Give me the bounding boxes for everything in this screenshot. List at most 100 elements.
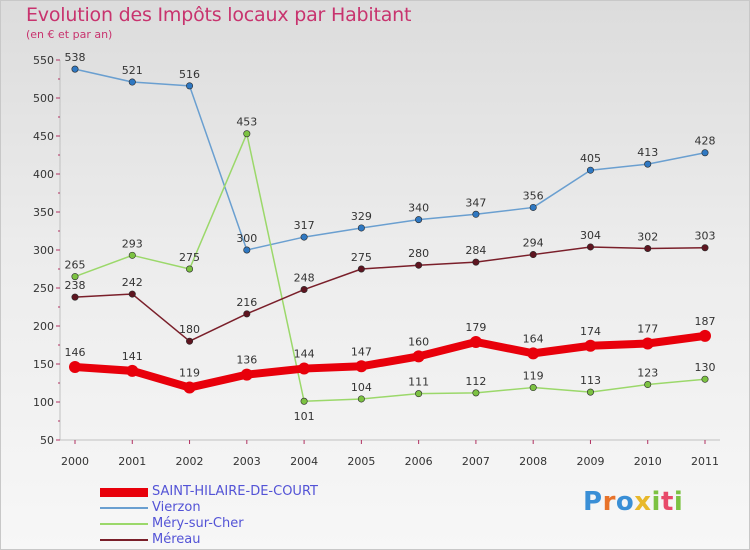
data-label: 516: [179, 68, 200, 81]
data-label: 164: [523, 332, 544, 345]
data-label: 329: [351, 210, 372, 223]
series-line-0: [71, 331, 709, 392]
data-point: [300, 233, 308, 241]
data-label: 123: [637, 367, 658, 380]
data-point: [641, 337, 654, 350]
data-label: 356: [523, 189, 544, 202]
y-tick-label: 250: [33, 282, 54, 295]
y-tick-label: 500: [33, 92, 54, 105]
data-label: 119: [179, 367, 200, 380]
data-label: 242: [122, 276, 143, 289]
x-tick-label: 2002: [176, 455, 204, 468]
data-point: [701, 375, 709, 383]
data-label: 111: [408, 376, 429, 389]
data-point: [415, 261, 423, 269]
data-point: [527, 347, 540, 360]
x-tick-label: 2006: [405, 455, 433, 468]
data-point: [300, 397, 308, 405]
data-label: 248: [294, 272, 315, 285]
data-point: [412, 350, 425, 363]
data-label: 187: [695, 315, 716, 328]
data-point: [586, 388, 594, 396]
data-point: [586, 243, 594, 251]
data-point: [243, 310, 251, 318]
data-label: 453: [236, 116, 257, 129]
data-label: 104: [351, 381, 372, 394]
data-label: 302: [637, 230, 658, 243]
series-line-3: [74, 246, 706, 342]
data-point: [584, 339, 597, 352]
data-label: 113: [580, 374, 601, 387]
x-tick-label: 2000: [61, 455, 89, 468]
y-tick-label: 350: [33, 206, 54, 219]
data-point: [529, 251, 537, 259]
data-label: 141: [122, 350, 143, 363]
data-label: 130: [695, 361, 716, 374]
data-label: 405: [580, 152, 601, 165]
data-point: [644, 160, 652, 168]
data-label: 300: [236, 232, 257, 245]
y-tick-label: 550: [33, 54, 54, 67]
data-point: [186, 265, 194, 273]
data-point: [529, 203, 537, 211]
data-label: 238: [65, 279, 86, 292]
legend-swatch: [100, 523, 148, 525]
data-labels: 538 521 516 300 317 329 340 347 356 405 413 428 265 2…: [65, 51, 716, 423]
data-point: [126, 364, 139, 377]
data-point: [71, 65, 79, 73]
data-point: [300, 286, 308, 294]
legend-label: Vierzon: [152, 500, 201, 515]
data-point: [701, 244, 709, 252]
data-label: 284: [465, 244, 486, 257]
data-point: [357, 265, 365, 273]
data-point: [243, 130, 251, 138]
x-tick-label: 2003: [233, 455, 261, 468]
data-label: 119: [523, 370, 544, 383]
data-label: 304: [580, 229, 601, 242]
data-label: 147: [351, 345, 372, 358]
x-tick-label: 2010: [634, 455, 662, 468]
series-line-1: [74, 68, 706, 251]
data-label: 413: [637, 146, 658, 159]
data-point: [472, 258, 480, 266]
data-point: [415, 390, 423, 398]
data-point: [472, 210, 480, 218]
data-label: 179: [465, 321, 486, 334]
data-point: [469, 335, 482, 348]
legend-label: Méreau: [152, 532, 201, 547]
data-label: 112: [465, 375, 486, 388]
x-tick-label: 2004: [290, 455, 318, 468]
data-point: [472, 389, 480, 397]
data-point: [298, 362, 311, 375]
series-lines: [69, 65, 711, 405]
x-tick-label: 2008: [519, 455, 547, 468]
data-label: 521: [122, 64, 143, 77]
data-label: 275: [179, 251, 200, 264]
data-point: [699, 329, 711, 342]
y-tick-label: 450: [33, 130, 54, 143]
y-tick-label: 300: [33, 244, 54, 257]
data-label: 340: [408, 202, 429, 215]
data-label: 293: [122, 237, 143, 250]
y-tick-label: 400: [33, 168, 54, 181]
legend-swatch: [100, 539, 148, 541]
data-label: 275: [351, 251, 372, 264]
data-label: 146: [65, 346, 86, 359]
data-point: [69, 361, 81, 374]
chart-title: Evolution des Impôts locaux par Habitant: [26, 4, 412, 26]
data-label: 174: [580, 325, 601, 338]
data-label: 265: [65, 259, 86, 272]
data-label: 136: [236, 354, 257, 367]
y-tick-label: 150: [33, 358, 54, 371]
data-point: [243, 246, 251, 254]
legend-swatch: [100, 507, 148, 509]
data-label: 160: [408, 335, 429, 348]
data-point: [644, 381, 652, 389]
x-tick-label: 2001: [118, 455, 146, 468]
x-tick-label: 2005: [347, 455, 375, 468]
data-point: [355, 360, 368, 373]
data-label: 216: [236, 296, 257, 309]
data-point: [71, 293, 79, 301]
